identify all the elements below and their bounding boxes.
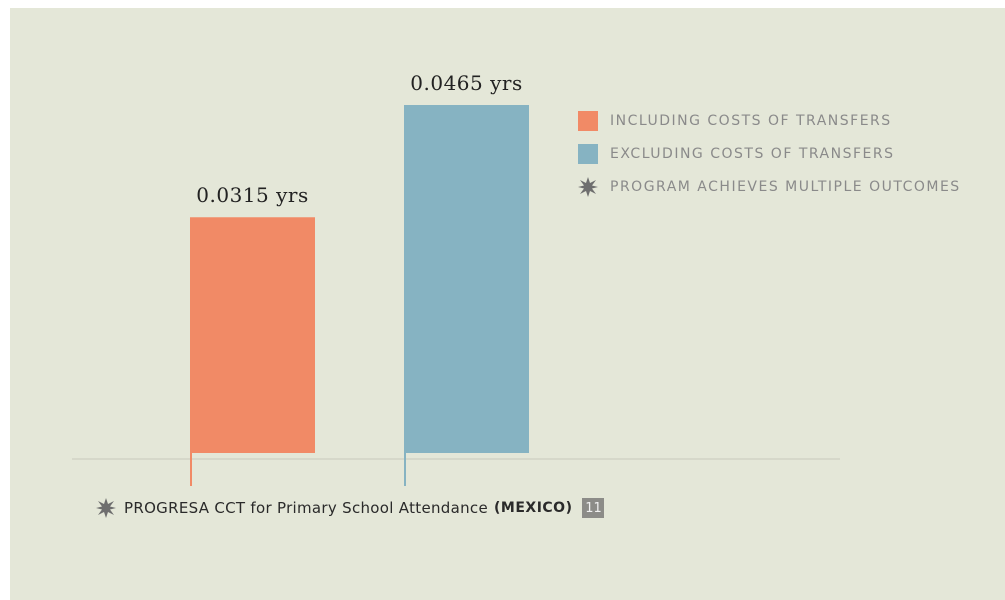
legend-label-excluding: EXCLUDING COSTS OF TRANSFERS <box>610 145 895 162</box>
legend-swatch-including <box>578 110 598 131</box>
legend-item-including: INCLUDING COSTS OF TRANSFERS <box>578 104 961 137</box>
star-icon <box>578 176 598 197</box>
bar-tick-0 <box>190 453 192 486</box>
legend-swatch-excluding <box>578 143 598 164</box>
bar-tick-1 <box>404 453 406 486</box>
program-country: (MEXICO) <box>494 500 573 516</box>
legend-label-multiple-outcomes: PROGRAM ACHIEVES MULTIPLE OUTCOMES <box>610 178 961 195</box>
legend-label-including: INCLUDING COSTS OF TRANSFERS <box>610 112 892 129</box>
star-icon <box>96 498 116 518</box>
bar-0 <box>190 217 315 453</box>
legend-item-excluding: EXCLUDING COSTS OF TRANSFERS <box>578 137 961 170</box>
program-title: PROGRESA CCT for Primary School Attendan… <box>124 499 488 517</box>
bar-value-label-1: 0.0465 yrs <box>410 71 523 95</box>
reference-badge[interactable]: 11 <box>582 498 605 518</box>
legend-item-multiple-outcomes: PROGRAM ACHIEVES MULTIPLE OUTCOMES <box>578 170 961 203</box>
program-caption: PROGRESA CCT for Primary School Attendan… <box>96 498 605 518</box>
bar-value-label-0: 0.0315 yrs <box>196 183 309 208</box>
legend: INCLUDING COSTS OF TRANSFERS EXCLUDING C… <box>578 104 961 203</box>
bar-1 <box>404 105 529 453</box>
